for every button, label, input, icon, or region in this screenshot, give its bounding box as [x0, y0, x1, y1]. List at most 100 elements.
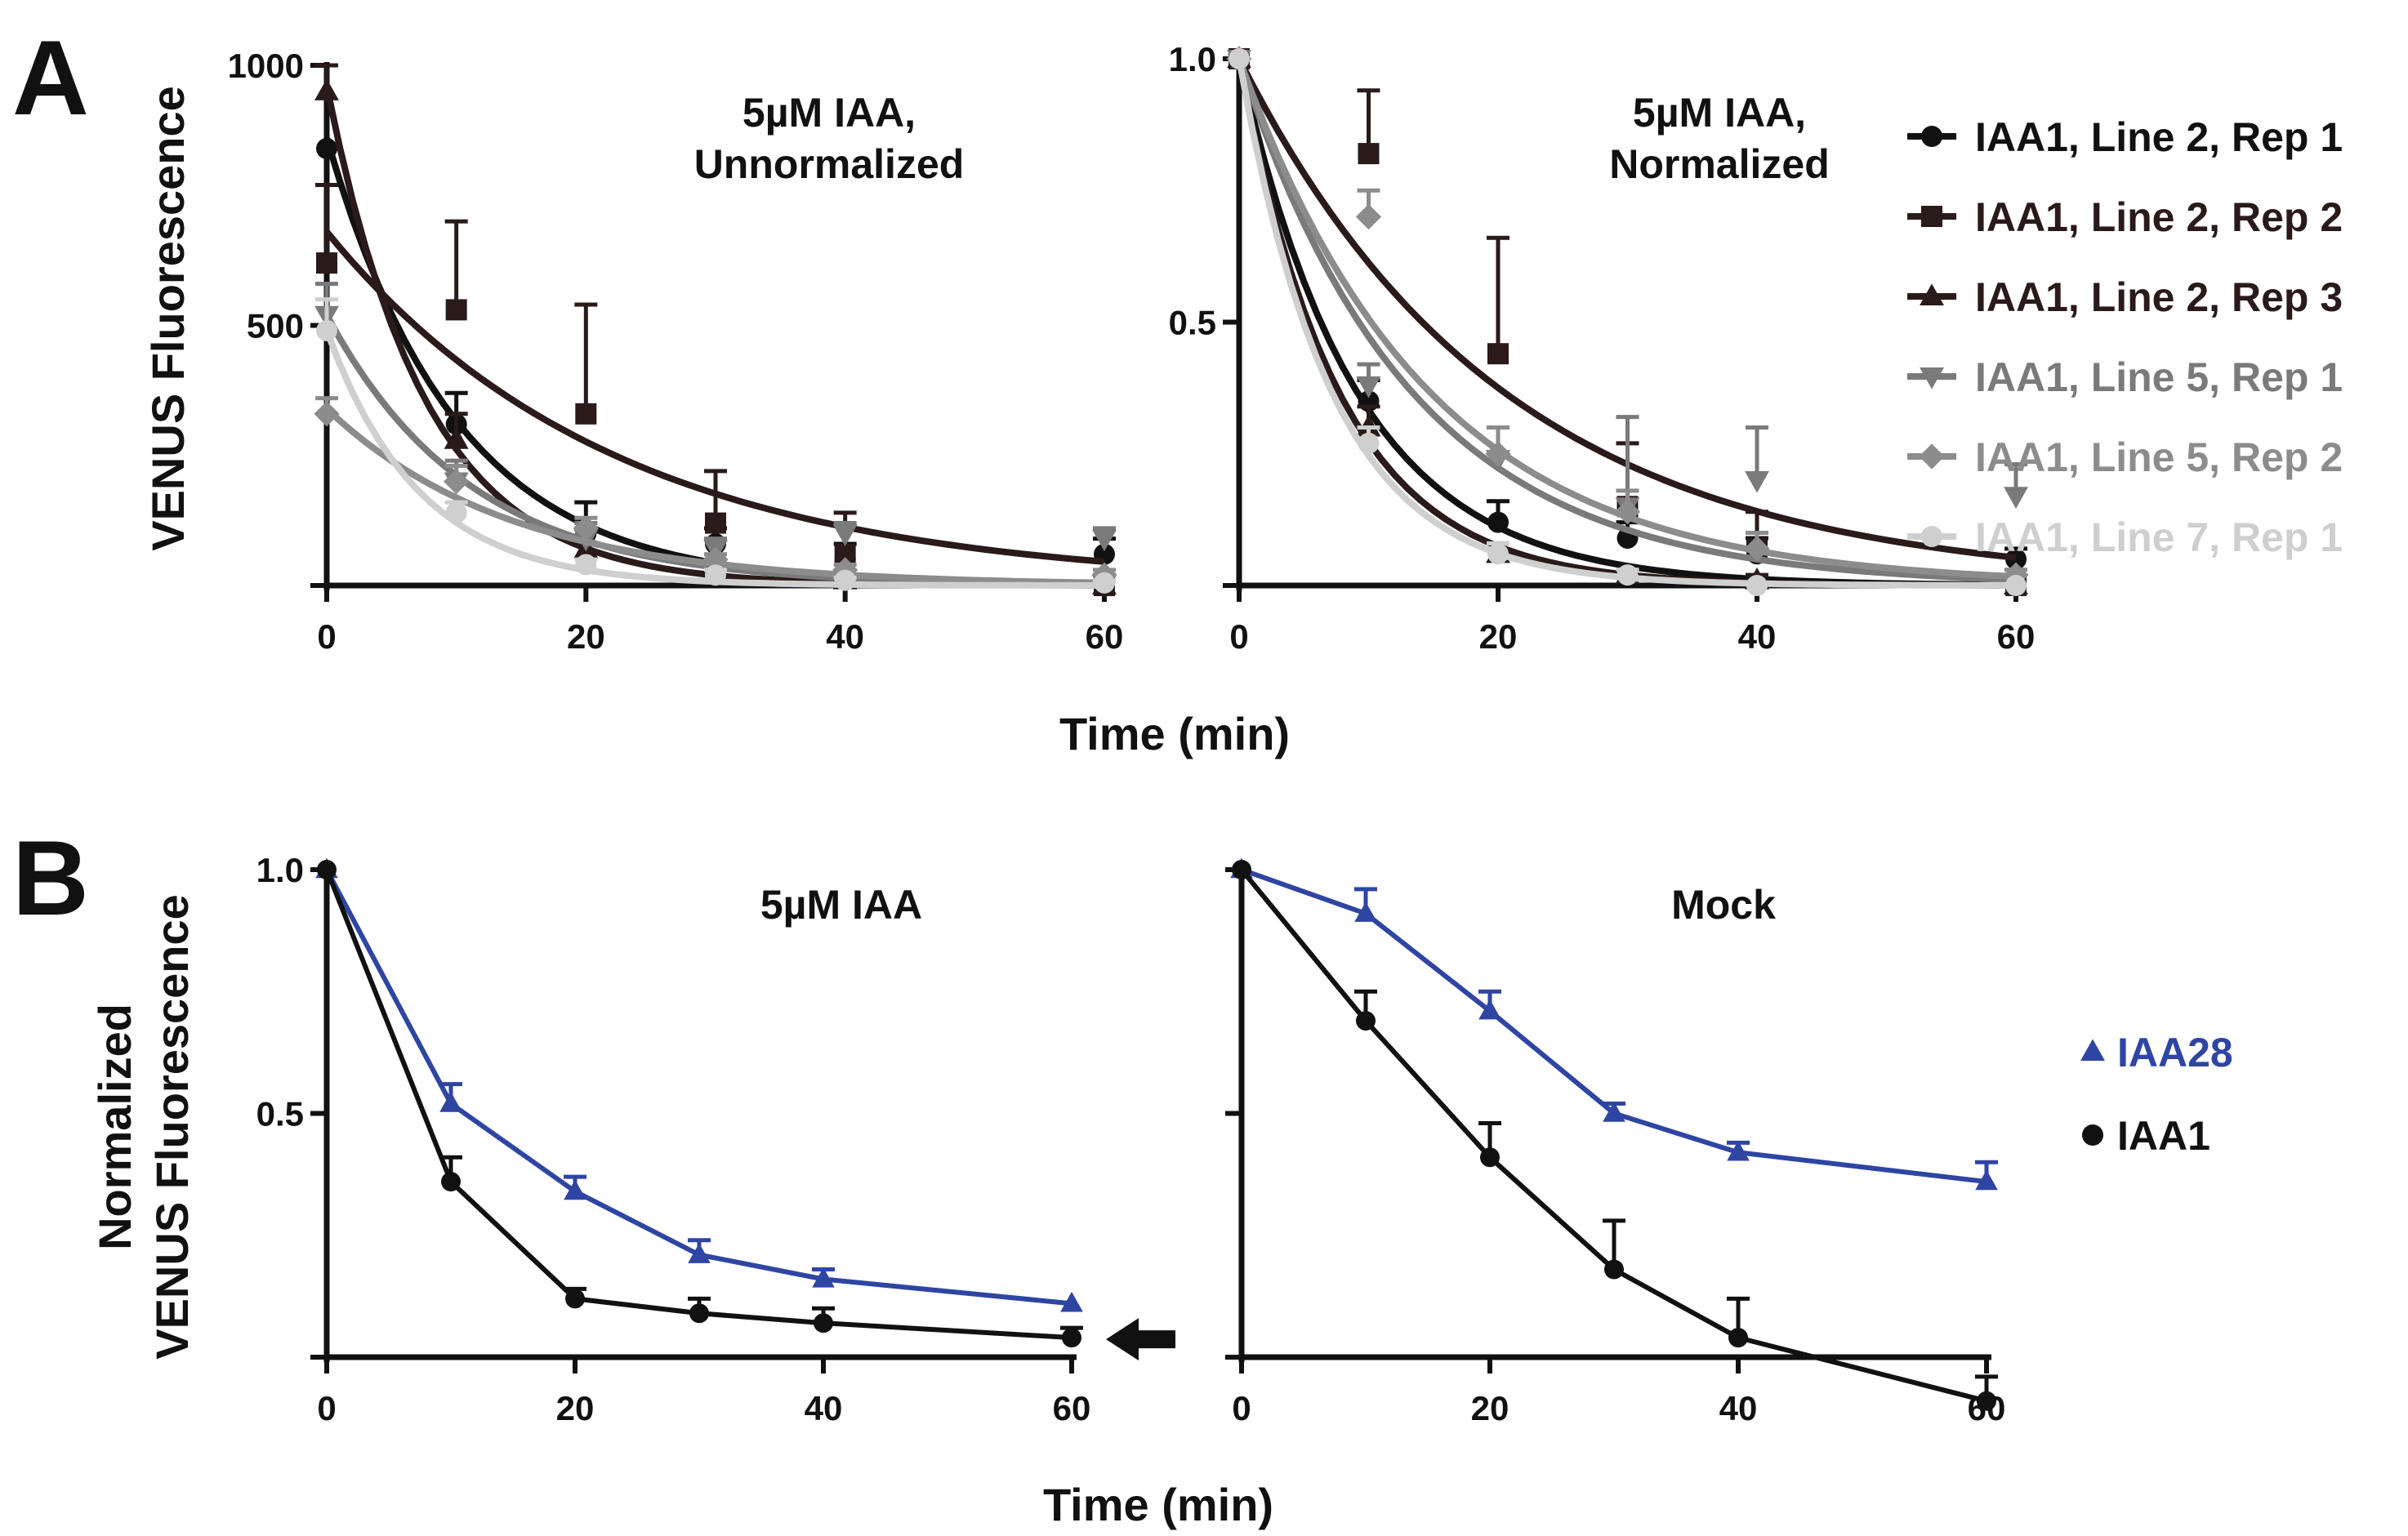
data-point — [1746, 575, 1768, 596]
chart-title-line: 5µM IAA — [760, 882, 922, 928]
x-tick-label: 40 — [805, 1389, 843, 1427]
legend-b: IAA28 IAA1 — [2080, 1030, 2233, 1159]
legend-label: IAA1, Line 2, Rep 1 — [1975, 114, 2343, 160]
chart-2: 0 20 40 60 0.5 1.0 5µM IAA — [256, 851, 1175, 1427]
fit-curve — [1236, 57, 2017, 583]
x-tick-label: 40 — [826, 617, 864, 656]
x-tick-label: 60 — [1053, 1389, 1091, 1427]
data-point — [444, 469, 470, 495]
data-point — [1744, 536, 1770, 562]
y-tick-label: 500 — [247, 307, 304, 345]
data-point — [565, 1289, 585, 1309]
data-point — [1094, 572, 1115, 594]
x-tick-label: 20 — [1471, 1389, 1509, 1427]
data-point — [705, 512, 726, 534]
chart-1: 0 20 40 60 0.5 1.0 5µM IAA, Normalized — [1169, 40, 2036, 656]
y-tick-label: 1.0 — [1169, 40, 1216, 78]
series-line — [1239, 868, 1987, 1404]
data-point — [441, 1172, 461, 1192]
data-point — [316, 319, 337, 341]
chart-title-line: Unnormalized — [694, 141, 965, 187]
data-point — [2004, 487, 2028, 509]
data-point — [1603, 1102, 1625, 1122]
x-tick-label: 20 — [567, 617, 605, 656]
data-point — [1728, 1328, 1748, 1348]
chart-3: 0204060Mock — [1225, 857, 2005, 1427]
chart-title-line: Mock — [1671, 882, 1776, 928]
series-iaa28 — [315, 857, 1083, 1312]
x-tick-label: 20 — [1479, 617, 1518, 656]
data-point — [1614, 499, 1641, 525]
x-tick-label: 60 — [1086, 617, 1124, 656]
series-line — [324, 868, 1072, 1307]
data-point — [1727, 1140, 1750, 1161]
x-tick-label: 60 — [1997, 617, 2036, 656]
y-axis-label-b-line1: Normalized — [89, 1004, 140, 1250]
series-iaa1 — [1232, 860, 1998, 1411]
data-point — [1745, 470, 1769, 493]
x-tick-label: 0 — [317, 1389, 336, 1427]
series-iaa28 — [1230, 857, 1998, 1191]
chart-title-line: Normalized — [1609, 141, 1830, 187]
arrow-icon — [1106, 1318, 1175, 1361]
x-tick-label: 20 — [556, 1389, 595, 1427]
data-point — [1487, 543, 1509, 565]
series-iaa1-line-5-rep-1 — [314, 282, 1117, 588]
data-point — [1487, 511, 1509, 533]
data-point — [814, 1313, 833, 1333]
data-point — [1062, 1328, 1081, 1348]
legend-label: IAA1 — [2117, 1113, 2210, 1159]
series-iaa1-line-7-rep-1 — [315, 297, 1116, 594]
data-point — [1232, 860, 1251, 879]
chart-title-line: 5µM IAA, — [1633, 90, 1806, 136]
data-point — [439, 1092, 462, 1112]
data-point — [1356, 1011, 1376, 1031]
data-point — [705, 564, 726, 586]
data-point — [575, 554, 597, 576]
panel-letter-b: B — [12, 818, 89, 937]
data-point — [445, 299, 467, 321]
data-point — [1358, 432, 1380, 454]
data-point — [314, 78, 339, 100]
data-point — [1060, 1291, 1083, 1312]
legend-a: IAA1, Line 2, Rep 1 IAA1, Line 2, Rep 2 IA… — [1907, 114, 2343, 560]
data-point — [445, 501, 467, 523]
series-line — [1241, 867, 1987, 1185]
y-tick-label: 0.5 — [1169, 304, 1216, 342]
x-tick-label: 0 — [317, 617, 336, 656]
data-point — [1485, 441, 1511, 467]
data-point — [702, 546, 729, 572]
legend-marker — [2082, 1124, 2103, 1146]
x-tick-label: 0 — [1232, 1389, 1251, 1427]
legend-label: IAA1, Line 2, Rep 2 — [1975, 194, 2343, 240]
legend-marker — [2080, 1039, 2105, 1062]
series-iaa1 — [317, 860, 1083, 1348]
chart-0: 0 20 40 60 500 1000 5µM IAA, Unnormalized — [228, 47, 1124, 656]
data-point — [1354, 902, 1377, 922]
data-point — [317, 860, 337, 879]
data-point — [1975, 1169, 1998, 1191]
legend-label: IAA1, Line 7, Rep 1 — [1975, 514, 2343, 560]
data-point — [316, 252, 337, 274]
data-point — [1092, 529, 1117, 552]
y-axis-label-a: VENUS Fluorescence — [142, 86, 194, 551]
legend-label: IAA28 — [2117, 1030, 2233, 1075]
legend-label: IAA1, Line 5, Rep 1 — [1975, 354, 2343, 400]
data-point — [575, 403, 597, 425]
data-point — [832, 524, 858, 546]
y-tick-label: 1.0 — [256, 851, 304, 889]
data-point — [1487, 343, 1509, 365]
x-axis-label-a: Time (min) — [1059, 708, 1290, 759]
data-point — [573, 515, 599, 541]
legend-marker — [1920, 367, 1944, 390]
data-point — [1977, 1391, 1996, 1411]
data-point — [444, 427, 469, 449]
data-point — [688, 1243, 711, 1263]
data-point — [1480, 1147, 1500, 1168]
series-line — [324, 868, 1072, 1341]
data-point — [564, 1179, 586, 1200]
y-axis-label-b-line2: VENUS Fluorescence — [146, 894, 198, 1360]
x-tick-label: 40 — [1719, 1389, 1758, 1427]
data-point — [689, 1303, 709, 1324]
